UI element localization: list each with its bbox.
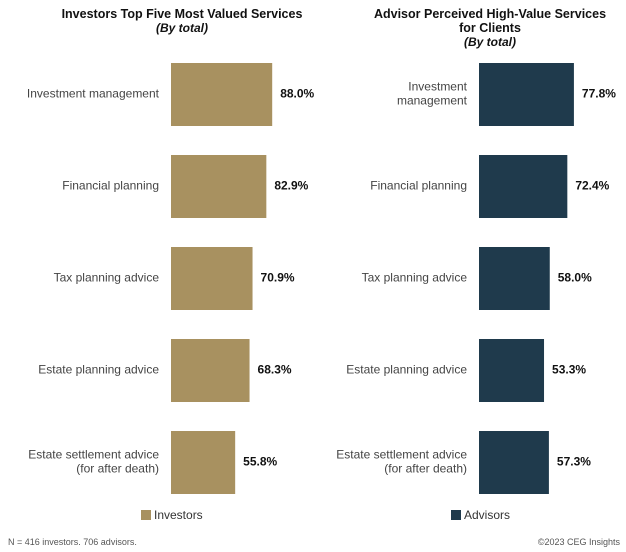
advisors-chart-subtitle: (By total) (464, 35, 516, 49)
investors-bar-1 (171, 63, 273, 126)
investors-category-label-1: Investment management (27, 87, 160, 101)
investors-value-label-1: 88.0% (280, 87, 314, 101)
advisors-category-label-4: Estate planning advice (346, 363, 467, 377)
advisors-chart-title: Advisor Perceived High-Value Services (374, 7, 606, 21)
investors-legend-label: Investors (154, 508, 203, 522)
advisors-category-label-1: Investment management (397, 80, 468, 108)
investors-legend-swatch (141, 510, 151, 520)
investors-bar-4 (171, 339, 250, 402)
footer-note: N = 416 investors. 706 advisors. (8, 537, 137, 547)
advisors-bar-5 (479, 431, 549, 494)
advisors-chart-title: for Clients (459, 21, 521, 35)
advisors-category-label-5: Estate settlement advice (for after death… (336, 448, 467, 476)
advisors-value-label-5: 57.3% (557, 455, 591, 469)
investors-bar-2 (171, 155, 267, 218)
investors-bar-5 (171, 431, 236, 494)
advisors-value-label-1: 77.8% (582, 87, 616, 101)
investors-value-label-3: 70.9% (261, 271, 295, 285)
advisors-value-label-3: 58.0% (558, 271, 592, 285)
advisors-category-label-2: Financial planning (370, 179, 467, 193)
footer-copyright: ©2023 CEG Insights (538, 537, 621, 547)
investors-value-label-4: 68.3% (258, 363, 292, 377)
advisors-value-label-2: 72.4% (575, 179, 609, 193)
investors-category-label-4: Estate planning advice (38, 363, 159, 377)
advisors-bar-2 (479, 155, 568, 218)
advisors-category-label-3: Tax planning advice (362, 271, 468, 285)
investors-category-label-3: Tax planning advice (54, 271, 160, 285)
investors-category-label-5: Estate settlement advice (for after death… (28, 448, 159, 476)
advisors-value-label-4: 53.3% (552, 363, 586, 377)
investors-value-label-5: 55.8% (243, 455, 277, 469)
advisors-legend-swatch (451, 510, 461, 520)
advisors-bar-1 (479, 63, 574, 126)
investors-bar-3 (171, 247, 253, 310)
investors-chart-title: Investors Top Five Most Valued Services (62, 7, 303, 21)
investors-category-label-2: Financial planning (62, 179, 159, 193)
investors-value-label-2: 82.9% (274, 179, 308, 193)
advisors-bar-3 (479, 247, 550, 310)
advisors-bar-4 (479, 339, 545, 402)
advisors-legend-label: Advisors (464, 508, 510, 522)
investors-chart-subtitle: (By total) (156, 21, 208, 35)
